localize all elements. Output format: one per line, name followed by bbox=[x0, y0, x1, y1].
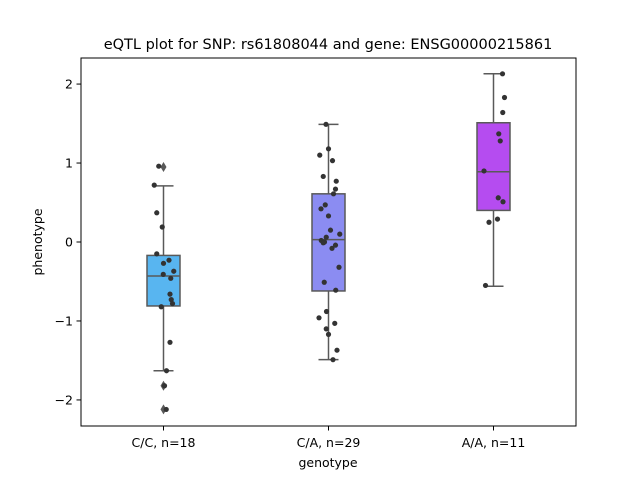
box-body bbox=[476, 122, 511, 212]
data-point bbox=[332, 186, 339, 192]
plot-area bbox=[146, 71, 511, 415]
data-point bbox=[501, 94, 508, 101]
data-point bbox=[318, 206, 324, 212]
data-point bbox=[160, 260, 167, 266]
data-point bbox=[321, 279, 327, 285]
data-point bbox=[322, 202, 328, 208]
x-tick-label: C/C, n=18 bbox=[132, 435, 196, 450]
data-point bbox=[325, 146, 332, 152]
data-point bbox=[151, 182, 157, 188]
data-point bbox=[169, 300, 176, 307]
data-point bbox=[168, 275, 174, 281]
data-point bbox=[496, 131, 502, 137]
data-point bbox=[154, 251, 160, 257]
data-point bbox=[156, 163, 162, 169]
data-point bbox=[167, 339, 173, 345]
data-point bbox=[158, 304, 164, 310]
data-point bbox=[323, 308, 330, 315]
data-point bbox=[330, 357, 336, 363]
data-point bbox=[500, 109, 506, 116]
data-point bbox=[171, 268, 177, 274]
data-point bbox=[159, 224, 165, 230]
data-point bbox=[497, 138, 503, 144]
data-point bbox=[163, 368, 170, 374]
data-point bbox=[323, 326, 329, 332]
y-tick-label: −2 bbox=[55, 392, 73, 407]
data-point bbox=[154, 210, 160, 216]
data-point bbox=[337, 231, 343, 237]
data-point bbox=[334, 347, 340, 353]
data-point bbox=[333, 287, 339, 293]
data-point bbox=[329, 245, 335, 251]
data-point bbox=[329, 158, 336, 164]
y-tick-label: −1 bbox=[55, 313, 73, 328]
data-point bbox=[160, 271, 166, 277]
data-point bbox=[495, 195, 501, 201]
data-point bbox=[333, 178, 339, 184]
data-point bbox=[336, 264, 342, 270]
data-point bbox=[330, 191, 337, 197]
data-point bbox=[327, 227, 334, 233]
outlier-marker bbox=[160, 161, 167, 172]
data-point bbox=[332, 320, 338, 326]
x-tick-label: C/A, n=29 bbox=[297, 435, 361, 450]
data-point bbox=[316, 315, 322, 321]
data-point bbox=[167, 291, 173, 297]
data-point bbox=[332, 242, 339, 248]
data-point bbox=[163, 406, 169, 413]
data-point bbox=[320, 240, 326, 246]
data-point bbox=[494, 216, 501, 222]
x-axis: C/C, n=18 C/A, n=29 A/A, n=11 bbox=[132, 426, 526, 450]
x-tick-label: A/A, n=11 bbox=[462, 435, 526, 450]
data-point bbox=[486, 219, 492, 225]
y-tick-label: 2 bbox=[65, 77, 73, 92]
data-point bbox=[500, 199, 506, 205]
data-point bbox=[323, 234, 329, 240]
data-point bbox=[325, 331, 332, 337]
y-axis-label: phenotype bbox=[30, 208, 45, 275]
data-point bbox=[161, 383, 168, 389]
strip-points-2 bbox=[316, 121, 343, 363]
data-point bbox=[166, 257, 172, 263]
data-point bbox=[481, 168, 487, 174]
strip-points-3 bbox=[481, 71, 508, 289]
data-point bbox=[499, 71, 506, 77]
data-point bbox=[317, 152, 323, 158]
data-point bbox=[323, 121, 329, 127]
box-body bbox=[311, 193, 346, 292]
box-group-2 bbox=[311, 123, 346, 361]
y-axis: −2 −1 0 1 2 bbox=[55, 77, 81, 407]
data-point bbox=[482, 282, 489, 289]
data-point bbox=[168, 297, 174, 303]
outlier-marker bbox=[160, 404, 167, 415]
data-point bbox=[320, 173, 326, 180]
chart-title: eQTL plot for SNP: rs61808044 and gene: … bbox=[104, 37, 553, 53]
strip-points-1 bbox=[151, 163, 177, 413]
data-point bbox=[325, 213, 332, 219]
y-tick-label: 0 bbox=[65, 235, 73, 250]
y-tick-label: 1 bbox=[65, 156, 73, 171]
x-axis-label: genotype bbox=[298, 455, 357, 470]
